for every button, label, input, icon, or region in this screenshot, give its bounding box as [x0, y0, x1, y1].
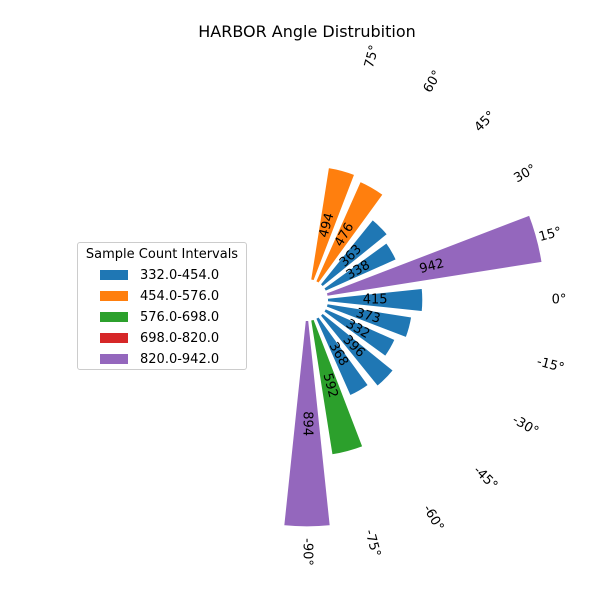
- legend-swatch: [100, 333, 128, 343]
- legend-label: 698.0-820.0: [140, 330, 220, 346]
- bar: [308, 317, 365, 457]
- bar-value-label: 415: [363, 293, 388, 308]
- bar: [308, 165, 357, 283]
- angle-tick-label: 45°: [472, 108, 499, 135]
- bar-value-label: 894: [300, 411, 315, 436]
- bar: [318, 311, 396, 389]
- legend-label: 820.0-942.0: [140, 351, 220, 367]
- angle-tick-label: -60°: [420, 502, 447, 534]
- legend-label: 576.0-698.0: [140, 309, 220, 325]
- angle-tick-label: 0°: [552, 293, 567, 308]
- legend-swatch: [100, 354, 128, 364]
- legend-label: 332.0-454.0: [140, 267, 220, 283]
- angle-tick-label: -75°: [361, 528, 383, 559]
- angle-tick-label: -90°: [300, 538, 315, 566]
- angle-tick-label: 30°: [512, 162, 539, 187]
- legend-item: 454.0-576.0: [100, 288, 219, 304]
- angle-tick-label: 15°: [537, 225, 563, 245]
- legend-item: 576.0-698.0: [100, 309, 219, 325]
- bar: [321, 306, 397, 359]
- bar-value-label: 942: [418, 256, 446, 277]
- bar-value-label: 373: [354, 306, 382, 327]
- angle-tick-label: -30°: [509, 413, 541, 440]
- angle-tick-label: -45°: [470, 463, 500, 493]
- bar: [318, 217, 390, 289]
- legend-item: 820.0-942.0: [100, 351, 219, 367]
- legend: Sample Count Intervals 332.0-454.0 454.0…: [77, 242, 247, 370]
- legend-item: 698.0-820.0: [100, 330, 219, 346]
- legend-title: Sample Count Intervals: [85, 247, 239, 262]
- bars-group: [282, 165, 544, 529]
- chart-title: HARBOR Angle Distrubition: [198, 22, 416, 41]
- bar: [324, 213, 544, 299]
- legend-swatch: [100, 312, 128, 322]
- legend-swatch: [100, 291, 128, 301]
- angle-tick-label: 60°: [421, 68, 446, 95]
- bar: [313, 314, 371, 398]
- bar: [325, 286, 425, 314]
- bar: [313, 179, 386, 286]
- legend-swatch: [100, 270, 128, 280]
- bar: [324, 301, 414, 340]
- angle-tick-label: -15°: [535, 354, 566, 376]
- legend-label: 454.0-576.0: [140, 288, 220, 304]
- legend-item: 332.0-454.0: [100, 267, 219, 283]
- bar: [282, 318, 332, 529]
- bar-value-label: 494: [317, 211, 338, 239]
- bar-value-label: 592: [319, 372, 340, 400]
- bar: [321, 240, 399, 294]
- angle-tick-label: 75°: [362, 44, 382, 70]
